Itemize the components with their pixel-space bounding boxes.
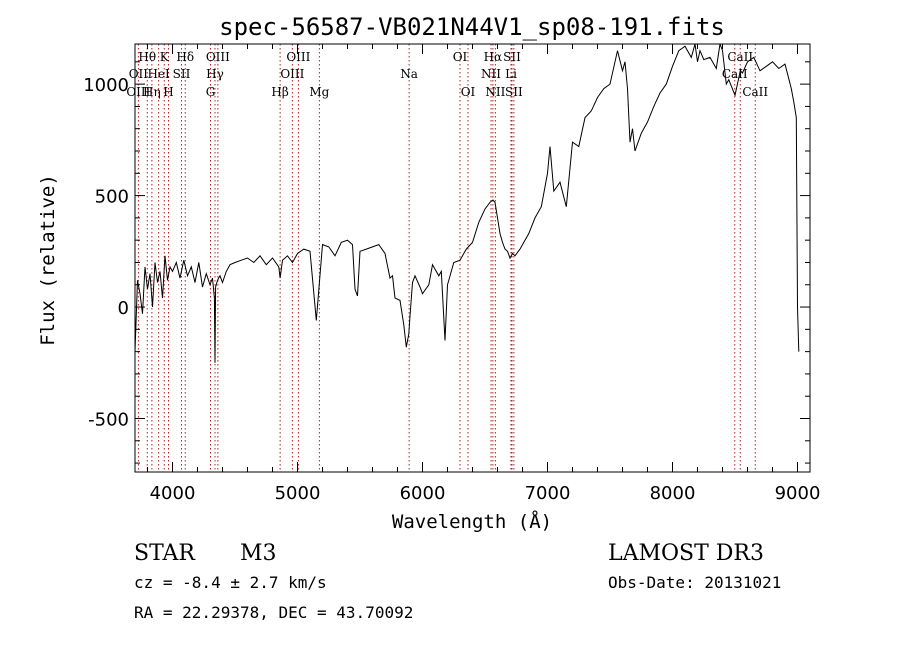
emission-line-label: SII [505,85,523,99]
x-tick-label: 6000 [400,483,446,504]
x-tick-label: 9000 [775,483,821,504]
emission-line-label: OII [129,67,149,81]
emission-line-label: Na [400,67,418,81]
x-tick-label: 8000 [650,483,696,504]
emission-line-label: Hθ [138,50,156,64]
y-tick-label: -500 [88,410,129,431]
y-axis-label: Flux (relative) [37,174,59,346]
spectrum-line [135,44,800,363]
emission-line-label: NII [485,85,505,99]
emission-line-label: OIII [126,85,150,99]
emission-line-label: Mg [309,85,329,99]
object-class: STAR [134,541,196,566]
emission-line-label: K [160,50,170,64]
y-tick-label: 500 [95,187,129,208]
emission-line-label: CaII [727,50,753,64]
x-axis-ticks: 4000 5000 6000 7000 8000 9000 [147,44,821,504]
coordinates: RA = 22.29378, DEC = 43.70092 [134,603,413,622]
emission-line-label: NII [481,67,501,81]
emission-line-label: Hγ [206,67,224,81]
emission-line-label: Hβ [271,85,288,99]
emission-line-label: SII [173,67,191,81]
object-subclass: M3 [240,541,277,566]
observation-date: Obs-Date: 20131021 [608,573,781,592]
plot-frame [134,43,811,473]
y-axis-ticks: -500 0 500 1000 [83,61,810,464]
emission-line-label: H [163,85,173,99]
x-tick-label: 7000 [525,483,571,504]
emission-line-label: Hα [484,50,503,64]
redshift-cz: cz = -8.4 ± 2.7 km/s [134,573,327,592]
survey-name: LAMOST DR3 [608,541,764,566]
emission-line-label: CaII [722,67,748,81]
emission-line-label: Hη [143,85,161,99]
x-tick-label: 5000 [275,483,321,504]
emission-line-label: SII [503,50,521,64]
emission-line-label: HeI [147,67,170,81]
x-axis-label: Wavelength (Å) [392,510,552,533]
emission-line-label: G [206,85,216,99]
y-tick-label: 0 [118,298,129,319]
y-tick-label: 1000 [83,75,129,96]
emission-line-markers [137,44,756,472]
emission-line-label: OIII [286,50,310,64]
emission-line-label: OI [461,85,476,99]
emission-line-label: OIII [280,67,304,81]
emission-line-label: Hδ [176,50,194,64]
emission-line-label: OI [453,50,468,64]
x-tick-label: 4000 [150,483,196,504]
emission-line-label: Li [505,67,517,81]
emission-line-label: OIII [206,50,230,64]
chart-title: spec-56587-VB021N44V1_sp08-191.fits [219,13,725,41]
emission-line-label: CaII [742,85,768,99]
